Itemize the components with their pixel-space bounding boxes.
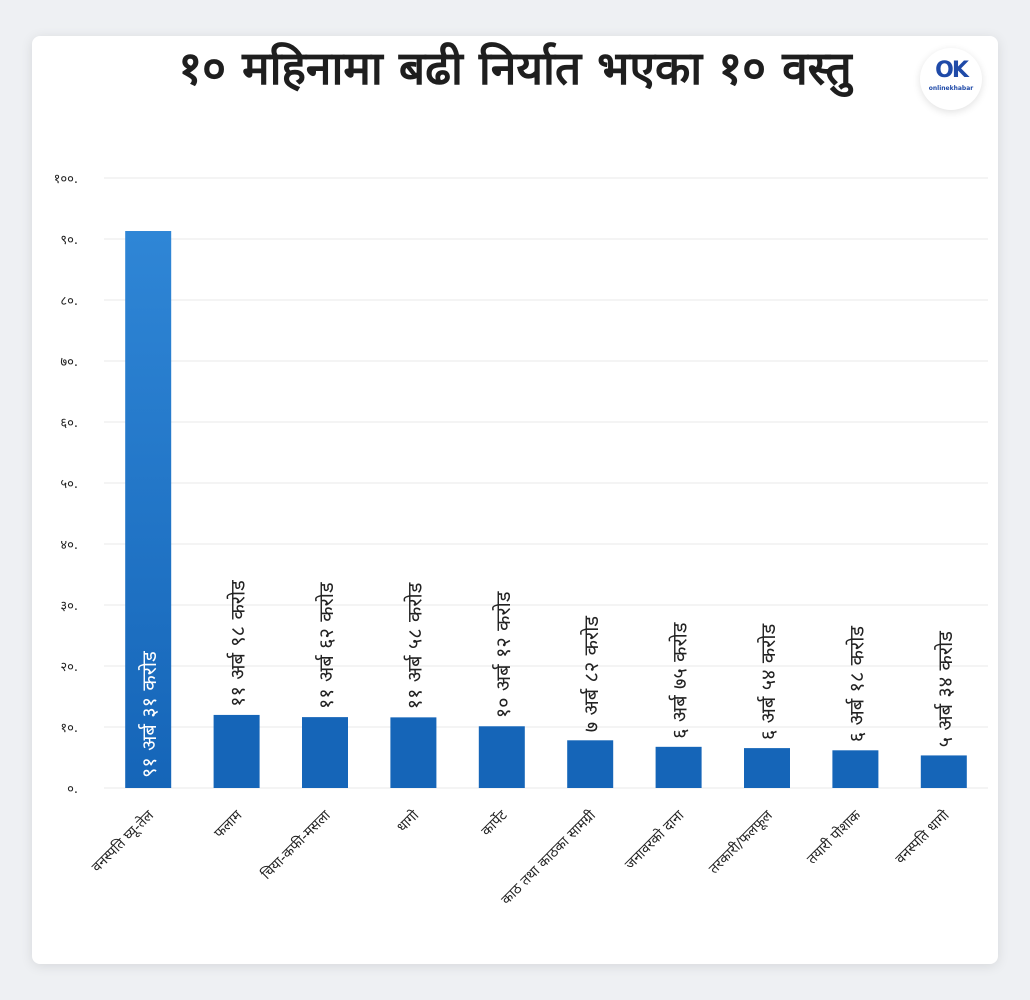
- bar-data-label: ११ अर्ब ६२ करोड: [314, 582, 338, 709]
- y-tick-label: १०.: [60, 721, 78, 736]
- onlinekhabar-logo: OK onlinekhabar: [920, 48, 982, 110]
- y-tick-label: ९०.: [60, 233, 78, 248]
- bar-data-label: ९१ अर्ब ३१ करोड: [137, 651, 161, 778]
- x-category-label: चिया-कफी-मसला: [258, 807, 334, 883]
- bar: [390, 717, 437, 788]
- bar: [832, 750, 879, 788]
- y-tick-label: ५०.: [60, 477, 78, 492]
- bar-data-label: ११ अर्ब ९८ करोड: [226, 580, 250, 707]
- x-category-label: काठ तथा काठका सामग्री: [498, 807, 600, 909]
- bar: [302, 717, 348, 788]
- logo-text: onlinekhabar: [928, 85, 974, 92]
- logo-mark: OK: [935, 58, 969, 83]
- bar-data-label: ५ अर्ब ३४ करोड: [933, 631, 957, 748]
- x-category-label: तरकारी/फलफूल: [705, 806, 776, 877]
- x-category-label: कार्पेट: [478, 806, 511, 839]
- x-category-label: तयारी पोशाक: [803, 807, 864, 868]
- x-category-label: धागो: [393, 807, 422, 836]
- bar-data-label: ६ अर्ब ७५ करोड: [668, 622, 692, 739]
- chart-title: १० महिनामा बढी निर्यात भएका १० वस्तु: [178, 41, 852, 95]
- bar: [744, 748, 790, 788]
- x-category-label: फलाम: [211, 807, 246, 842]
- bar: [567, 740, 614, 788]
- bar-data-label: ६ अर्ब १८ करोड: [844, 626, 868, 743]
- y-tick-label: १००.: [54, 172, 78, 187]
- bar-data-label: ११ अर्ब ५८ करोड: [402, 582, 426, 709]
- bar: [213, 714, 260, 788]
- y-tick-label: २०.: [60, 660, 78, 675]
- y-tick-label: ८०.: [60, 294, 78, 309]
- chart-card: [32, 36, 998, 964]
- y-tick-label: ०.: [67, 782, 78, 797]
- y-tick-label: ६०.: [60, 416, 78, 431]
- bar-data-label: ७ अर्ब ८२ करोड: [579, 616, 603, 733]
- bar: [478, 726, 525, 788]
- x-category-label: वनस्पति धागो: [892, 807, 953, 868]
- bar: [655, 746, 702, 788]
- y-tick-label: ४०.: [60, 538, 78, 553]
- x-category-label: जनावरको दाना: [621, 807, 687, 873]
- bar: [920, 755, 967, 788]
- y-tick-label: ३०.: [60, 599, 78, 614]
- bar-data-label: ६ अर्ब ५४ करोड: [756, 623, 780, 740]
- bar-data-label: १० अर्ब १२ करोड: [491, 591, 515, 718]
- y-tick-label: ७०.: [60, 355, 78, 370]
- x-category-label: वनस्पति घ्यू-तेल: [88, 806, 157, 875]
- bar: [125, 231, 172, 788]
